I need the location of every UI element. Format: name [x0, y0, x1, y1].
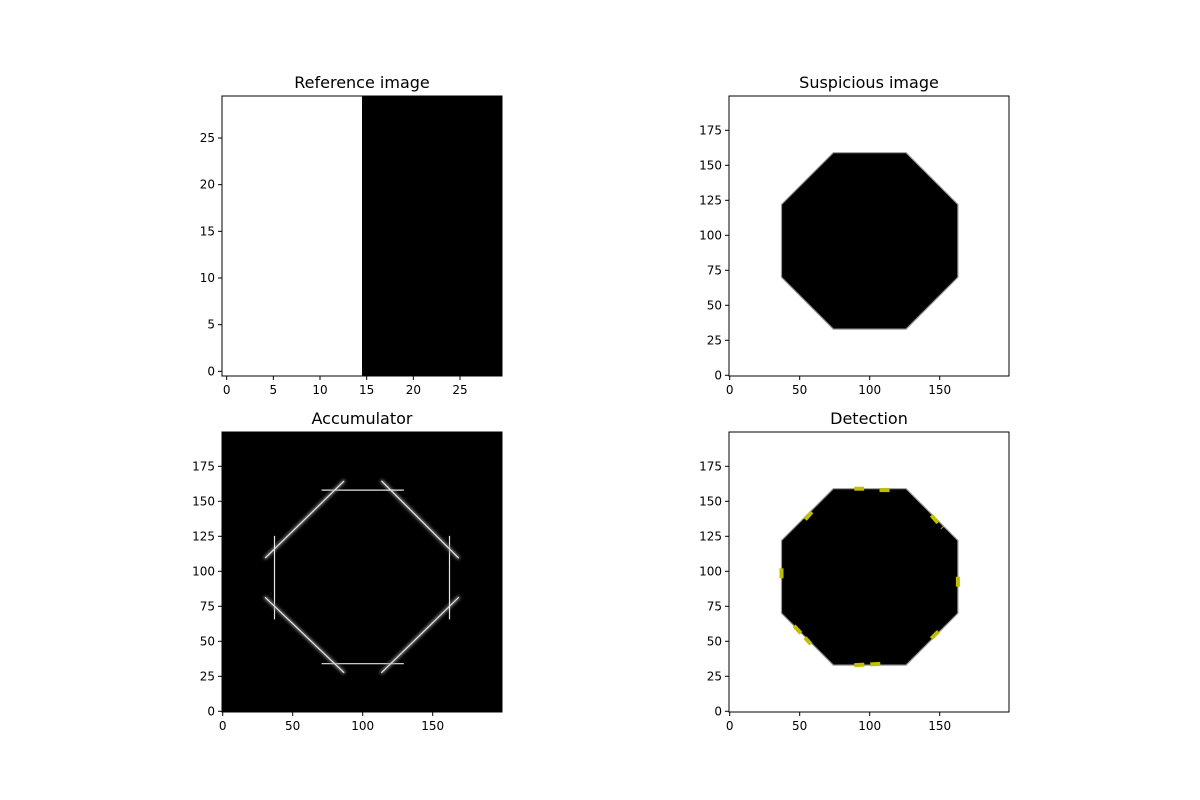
- y-tick-label: 5: [207, 318, 215, 332]
- y-tick-label: 175: [699, 123, 722, 137]
- accumulator-image: [222, 432, 502, 712]
- y-tick-label: 0: [714, 368, 722, 382]
- reference-axes-frame: [221, 95, 503, 377]
- x-tick-label: 5: [270, 383, 278, 397]
- x-tick-label: 100: [858, 719, 881, 733]
- y-tick-label: 100: [699, 564, 722, 578]
- y-tick-label: 20: [200, 178, 215, 192]
- x-tick-label: 0: [726, 719, 734, 733]
- suspicious-image: [729, 96, 1009, 376]
- y-tick-label: 150: [699, 158, 722, 172]
- detection-panel: Detection 0 50 100 150 0 25 50 75 100 125 150 175: [699, 409, 1010, 733]
- x-tick-label: 50: [792, 383, 807, 397]
- y-tick-label: 175: [192, 459, 215, 473]
- y-tick-label: 125: [699, 193, 722, 207]
- y-tick-label: 50: [707, 298, 722, 312]
- accumulator-edge: [381, 596, 460, 674]
- detection-image: [729, 432, 1009, 712]
- x-tick-label: 150: [421, 719, 444, 733]
- y-tick-label: 15: [200, 224, 215, 238]
- y-tick-label: 175: [699, 459, 722, 473]
- reference-panel: Reference image 0 5 10 15 20 25 0 5 10 15 20 25: [200, 73, 503, 397]
- accumulator-axes-frame: [221, 431, 503, 713]
- detection-segment: [803, 508, 816, 521]
- accumulator-edge: [381, 480, 460, 559]
- suspicious-panel: Suspicious image 0 50 100 150 0 25 50 75 100 125 15…: [699, 73, 1010, 397]
- detection-segment: [929, 513, 944, 530]
- y-tick-label: 75: [707, 263, 722, 277]
- y-tick-label: 50: [200, 634, 215, 648]
- x-tick-label: 15: [359, 383, 374, 397]
- detection-title: Detection: [830, 409, 908, 428]
- y-tick-label: 150: [192, 494, 215, 508]
- x-tick-label: 0: [223, 383, 231, 397]
- y-tick-label: 0: [207, 364, 215, 378]
- y-tick-label: 150: [699, 494, 722, 508]
- accumulator-edge: [264, 480, 345, 559]
- y-tick-label: 10: [200, 271, 215, 285]
- detection-axes-frame: [728, 431, 1010, 713]
- y-tick-label: 75: [707, 599, 722, 613]
- y-tick-label: 25: [200, 669, 215, 683]
- y-tick-label: 100: [192, 564, 215, 578]
- x-tick-label: 150: [928, 719, 951, 733]
- suspicious-title: Suspicious image: [799, 73, 939, 92]
- suspicious-axes-frame: [728, 95, 1010, 377]
- detection-segment: [854, 661, 886, 668]
- reference-title: Reference image: [294, 73, 430, 92]
- x-tick-label: 10: [312, 383, 327, 397]
- x-tick-label: 20: [406, 383, 421, 397]
- detection-segment: [929, 627, 943, 640]
- y-tick-label: 50: [707, 634, 722, 648]
- y-tick-label: 0: [714, 704, 722, 718]
- octagon-shape: [780, 152, 959, 330]
- accumulator-edge: [264, 597, 345, 673]
- x-tick-label: 150: [928, 383, 951, 397]
- x-tick-label: 0: [726, 383, 734, 397]
- x-tick-label: 25: [452, 383, 467, 397]
- x-tick-label: 100: [858, 383, 881, 397]
- x-tick-label: 50: [792, 719, 807, 733]
- x-tick-label: 0: [219, 719, 227, 733]
- detection-segment: [792, 624, 813, 646]
- black-half: [362, 96, 502, 376]
- y-tick-label: 0: [207, 704, 215, 718]
- y-tick-label: 125: [192, 529, 215, 543]
- y-tick-label: 75: [200, 599, 215, 613]
- x-tick-label: 100: [351, 719, 374, 733]
- octagon-shape: [780, 488, 959, 666]
- y-tick-label: 125: [699, 529, 722, 543]
- accumulator-panel: Accumulator 0 50 100 150 0 25 50 75 100 125 150 175: [192, 409, 503, 733]
- reference-image: [222, 96, 502, 376]
- accumulator-title: Accumulator: [311, 409, 412, 428]
- y-tick-label: 25: [707, 333, 722, 347]
- y-tick-label: 25: [200, 131, 215, 145]
- y-tick-label: 100: [699, 228, 722, 242]
- y-tick-label: 25: [707, 669, 722, 683]
- x-tick-label: 50: [285, 719, 300, 733]
- background: [222, 432, 502, 712]
